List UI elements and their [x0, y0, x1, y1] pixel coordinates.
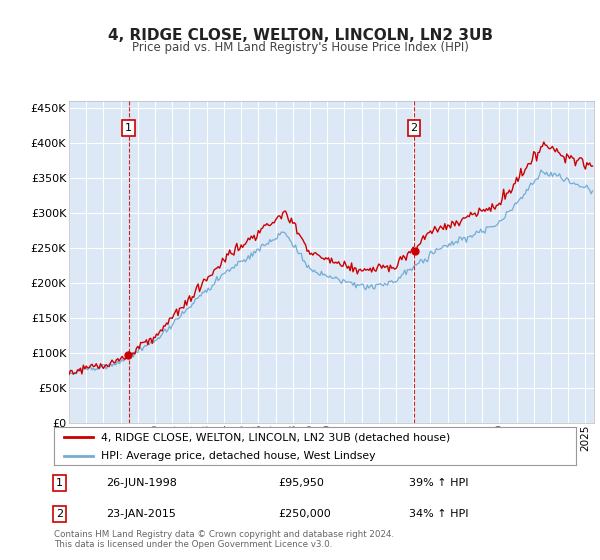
Text: 26-JUN-1998: 26-JUN-1998	[106, 478, 177, 488]
Text: 1: 1	[56, 478, 63, 488]
Text: 2: 2	[410, 123, 418, 133]
Text: £95,950: £95,950	[278, 478, 325, 488]
Text: 4, RIDGE CLOSE, WELTON, LINCOLN, LN2 3UB: 4, RIDGE CLOSE, WELTON, LINCOLN, LN2 3UB	[107, 28, 493, 43]
Text: Contains HM Land Registry data © Crown copyright and database right 2024.
This d: Contains HM Land Registry data © Crown c…	[54, 530, 394, 549]
Text: 4, RIDGE CLOSE, WELTON, LINCOLN, LN2 3UB (detached house): 4, RIDGE CLOSE, WELTON, LINCOLN, LN2 3UB…	[101, 432, 450, 442]
Text: 2: 2	[56, 509, 63, 519]
Text: 39% ↑ HPI: 39% ↑ HPI	[409, 478, 469, 488]
Text: 1: 1	[125, 123, 132, 133]
Text: HPI: Average price, detached house, West Lindsey: HPI: Average price, detached house, West…	[101, 451, 376, 461]
Text: 23-JAN-2015: 23-JAN-2015	[106, 509, 176, 519]
Text: £250,000: £250,000	[278, 509, 331, 519]
Text: Price paid vs. HM Land Registry's House Price Index (HPI): Price paid vs. HM Land Registry's House …	[131, 41, 469, 54]
Text: 34% ↑ HPI: 34% ↑ HPI	[409, 509, 469, 519]
